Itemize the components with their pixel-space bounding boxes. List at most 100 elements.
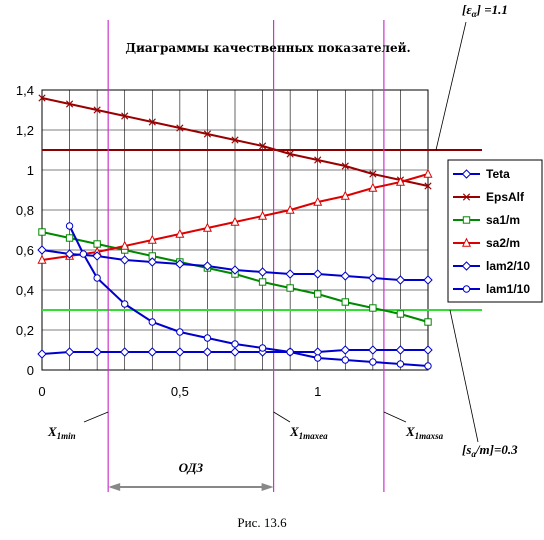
data-point <box>230 265 240 275</box>
y-tick-label: 1,2 <box>16 123 34 138</box>
data-point <box>37 349 47 359</box>
data-point <box>93 106 101 114</box>
vertical-marker-label: X1min <box>47 424 76 441</box>
data-point <box>175 228 185 238</box>
data-point <box>396 310 405 318</box>
data-point <box>65 222 74 230</box>
data-point <box>286 348 294 356</box>
series-epsalf <box>38 94 432 190</box>
legend-entry: Teta <box>486 167 510 181</box>
data-point <box>395 345 406 355</box>
range-label: ОДЗ <box>179 460 204 475</box>
data-point <box>64 249 75 259</box>
data-point <box>395 275 406 285</box>
legend-entry: lam1/10 <box>486 282 530 296</box>
eps-limit-label: [εα] =1.1 <box>462 2 508 19</box>
data-point <box>368 345 378 355</box>
data-point <box>147 234 157 244</box>
data-point <box>424 318 432 326</box>
data-point <box>203 130 212 138</box>
chart-title: Диаграммы качественных показателей. <box>125 41 410 55</box>
data-point <box>341 162 349 170</box>
series-teta <box>37 345 433 359</box>
data-point <box>65 100 74 108</box>
data-point <box>462 216 471 224</box>
data-point <box>285 204 295 214</box>
data-point <box>462 285 471 293</box>
data-point <box>230 216 240 226</box>
series-lam1-10 <box>65 222 432 370</box>
data-point <box>93 240 101 248</box>
data-point <box>314 354 322 362</box>
data-point <box>258 278 267 286</box>
vertical-marker-label: X1maxea <box>289 424 328 441</box>
legend <box>447 159 543 303</box>
series-lam2-10 <box>37 245 433 285</box>
x-tick-label: 0 <box>38 384 45 399</box>
data-point <box>286 284 294 292</box>
x-tick-label: 0,5 <box>171 384 189 399</box>
data-point <box>369 358 377 366</box>
data-point <box>314 290 322 298</box>
data-point <box>147 257 157 267</box>
data-point <box>396 360 405 368</box>
data-point <box>369 170 377 178</box>
data-point <box>230 347 240 357</box>
range-arrow-head-right <box>261 483 274 491</box>
data-point <box>203 334 212 342</box>
data-point <box>461 169 472 179</box>
data-point <box>424 362 432 370</box>
data-point <box>37 254 47 264</box>
x-tick-label: 1 <box>314 384 321 399</box>
data-point <box>341 356 349 364</box>
legend-entry: EpsAlf <box>486 190 525 204</box>
data-point <box>175 259 185 269</box>
data-point <box>148 118 156 126</box>
legend-entry: sa2/m <box>486 236 520 250</box>
vertical-marker-label: X1maxsa <box>405 424 444 441</box>
data-point <box>258 344 267 352</box>
data-point <box>368 182 378 192</box>
data-point <box>79 250 88 258</box>
data-point <box>202 347 213 357</box>
data-point <box>424 182 432 190</box>
series-sa2-m <box>37 168 433 264</box>
data-point <box>120 347 130 357</box>
figure-caption: Рис. 13.6 <box>237 515 287 530</box>
sa-limit-label: [sa/m]=0.3 <box>462 442 518 459</box>
y-tick-label: 0,4 <box>16 283 34 298</box>
data-point <box>313 196 323 206</box>
data-point <box>120 255 130 265</box>
data-point <box>37 245 47 255</box>
data-point <box>395 176 405 186</box>
data-point <box>64 347 75 357</box>
data-point <box>257 267 268 277</box>
y-tick-label: 0,6 <box>16 243 34 258</box>
vertical-marker-leader <box>83 411 109 423</box>
y-tick-label: 1 <box>27 163 34 178</box>
data-point <box>258 142 267 150</box>
data-point <box>231 136 239 144</box>
y-tick-label: 0 <box>27 363 34 378</box>
data-point <box>423 345 433 355</box>
data-point <box>313 269 323 279</box>
data-point <box>341 298 349 306</box>
data-point <box>92 347 102 357</box>
data-point <box>120 240 130 250</box>
data-point <box>423 168 433 178</box>
data-point <box>38 228 46 236</box>
legend-entry: sa1/m <box>486 213 520 227</box>
legend-entry: lam2/10 <box>486 259 530 273</box>
data-point <box>461 237 472 247</box>
data-point <box>285 269 295 279</box>
data-point <box>176 124 184 132</box>
data-point <box>423 275 433 285</box>
data-point <box>462 193 471 201</box>
data-point <box>202 222 212 232</box>
data-point <box>369 304 377 312</box>
data-point <box>314 156 322 164</box>
data-point <box>368 273 378 283</box>
vertical-marker-leader <box>383 411 407 423</box>
data-point <box>461 261 472 271</box>
sa-label-leader <box>449 309 479 443</box>
